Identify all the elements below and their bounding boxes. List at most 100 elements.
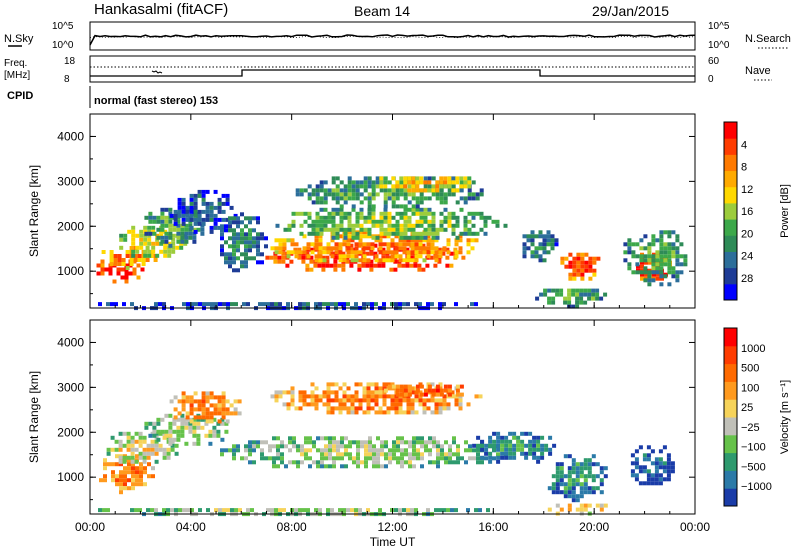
- power-cell: [347, 176, 352, 181]
- velocity-cell: [268, 448, 272, 453]
- power-cell: [367, 184, 372, 189]
- power-cell: [439, 180, 444, 185]
- power-cell: [591, 288, 596, 293]
- velocity-cell: [334, 382, 339, 387]
- velocity-cell: [172, 429, 177, 434]
- velocity-cell: [410, 390, 415, 395]
- velocity-cell: [114, 447, 119, 452]
- power-cell: [367, 196, 372, 201]
- velocity-cell: [512, 455, 517, 460]
- power-cell: [584, 260, 589, 265]
- power-cell: [467, 176, 472, 181]
- power-cell: [447, 188, 452, 193]
- velocity-cell: [342, 394, 347, 399]
- velocity-cell: [130, 435, 135, 440]
- power-cell: [335, 200, 340, 205]
- power-cell: [286, 254, 291, 259]
- velocity-cell: [280, 452, 284, 457]
- power-cell: [282, 246, 287, 251]
- power-cell: [383, 188, 388, 193]
- power-cell: [160, 207, 165, 212]
- velocity-cell: [196, 421, 201, 426]
- power-cell: [232, 248, 236, 253]
- power-cell: [522, 234, 527, 239]
- velocity-cell: [276, 448, 280, 453]
- velocity-cell: [547, 507, 552, 512]
- power-cell: [182, 302, 186, 307]
- velocity-cell: [408, 440, 412, 445]
- velocity-cell: [196, 441, 201, 446]
- power-cell: [415, 184, 420, 189]
- power-cell: [327, 227, 332, 232]
- noise-tick-top-left: 10^5: [52, 21, 74, 32]
- power-cell: [427, 211, 432, 216]
- velocity-cell: [232, 444, 236, 449]
- power-cell: [405, 247, 410, 252]
- power-cell: [419, 215, 424, 220]
- velocity-region-7: [472, 431, 557, 464]
- velocity-ytick-label: 4000: [57, 335, 84, 349]
- velocity-cell: [666, 461, 671, 466]
- power-cell: [233, 213, 238, 218]
- power-cell: [252, 228, 256, 233]
- power-cell: [197, 213, 202, 218]
- power-cell: [447, 180, 452, 185]
- power-cell: [181, 213, 186, 218]
- power-cell: [244, 256, 248, 261]
- power-cell: [399, 180, 404, 185]
- power-cell: [306, 254, 311, 259]
- velocity-cell: [567, 474, 572, 479]
- power-cell: [201, 201, 206, 206]
- velocity-cell: [662, 461, 667, 466]
- power-cell: [426, 234, 431, 239]
- power-cell: [338, 250, 343, 255]
- velocity-cell: [403, 388, 408, 393]
- velocity-cell: [583, 466, 588, 471]
- velocity-cell: [130, 439, 135, 444]
- velocity-cell: [368, 452, 372, 457]
- power-cell: [109, 258, 114, 262]
- power-cell: [232, 232, 236, 237]
- velocity-cell: [579, 482, 584, 487]
- power-cell: [542, 238, 547, 243]
- velocity-cell: [394, 406, 399, 411]
- velocity-cell: [395, 384, 400, 389]
- velocity-cell: [567, 466, 572, 471]
- power-cell: [337, 263, 342, 268]
- power-cell: [228, 236, 232, 241]
- velocity-cell: [399, 392, 404, 397]
- power-cell: [410, 258, 415, 263]
- velocity-cell: [366, 382, 371, 387]
- velocity-cell: [642, 481, 647, 486]
- power-cell: [139, 237, 144, 242]
- velocity-cell: [362, 390, 367, 395]
- velocity-cell: [316, 460, 320, 465]
- velocity-cell: [374, 410, 379, 415]
- power-cell: [363, 227, 368, 232]
- velocity-cell: [650, 481, 655, 486]
- velocity-cell: [603, 503, 608, 508]
- velocity-cell: [548, 435, 553, 440]
- power-cell: [354, 302, 358, 307]
- velocity-cell: [216, 421, 221, 426]
- velocity-cell: [126, 435, 131, 440]
- velocity-cell: [428, 460, 432, 465]
- power-cell: [390, 242, 395, 247]
- velocity-cell: [332, 444, 336, 449]
- power-cell: [430, 250, 435, 255]
- power-cell: [136, 275, 141, 280]
- power-cell: [391, 176, 396, 181]
- power-cell: [403, 227, 408, 232]
- power-cell: [655, 238, 660, 243]
- velocity-cell: [130, 508, 134, 513]
- power-cell: [429, 255, 434, 260]
- velocity-cell: [282, 390, 287, 395]
- power-cell: [387, 188, 392, 193]
- power-cell: [327, 215, 332, 220]
- velocity-cell: [395, 388, 400, 393]
- power-cell: [434, 250, 439, 255]
- velocity-cell: [563, 482, 568, 487]
- power-cell: [346, 254, 351, 259]
- power-cell: [655, 254, 660, 259]
- velocity-cell: [666, 453, 671, 458]
